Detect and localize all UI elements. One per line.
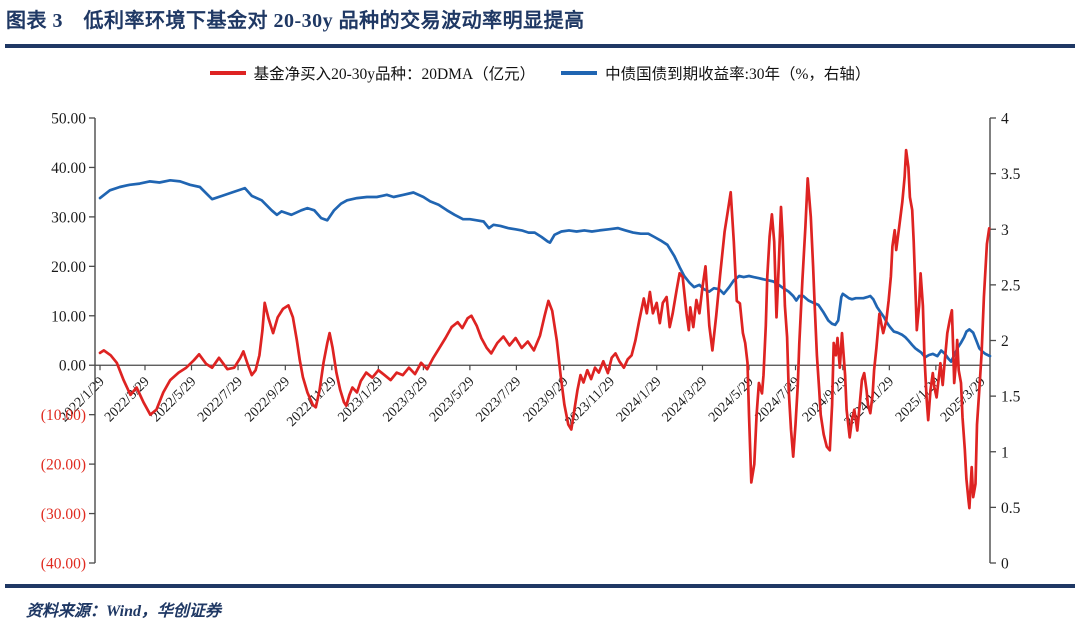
series-line-cgb-yield [98, 178, 992, 363]
right-tick-label: 1.5 [1001, 389, 1021, 406]
right-tick-label: 2 [1001, 333, 1009, 350]
x-tick-label: 2022/3/29 [102, 374, 153, 425]
left-tick-label: 40.00 [51, 160, 86, 177]
left-tick-label: (30.00) [41, 506, 86, 523]
chart-area: 2022/1/29 2022/3/29 2022/5/29 2022/7/29 2022… [0, 55, 1080, 580]
x-tick-label: 2024/3/29 [660, 374, 711, 425]
x-tick-label: 2025/1/29 [893, 374, 944, 425]
left-tick-label: (40.00) [41, 556, 86, 573]
right-tick-label: 3.5 [1001, 166, 1021, 183]
title-divider [5, 44, 1075, 48]
bottom-divider [5, 584, 1075, 588]
x-tick-label: 2024/1/29 [614, 374, 665, 425]
left-tick-label: (10.00) [41, 407, 86, 424]
source-note: 资料来源：Wind，华创证券 [26, 603, 221, 620]
x-tick-label: 2023/11/29 [563, 374, 618, 429]
x-tick-label: 2022/7/29 [195, 374, 246, 425]
x-tick-label: 2023/5/29 [427, 374, 478, 425]
left-tick-label: 30.00 [51, 209, 86, 226]
left-tick-label: 0.00 [59, 358, 86, 375]
left-tick-label: 20.00 [51, 259, 86, 276]
right-tick-label: 0.5 [1001, 500, 1021, 517]
right-tick-label: 0 [1001, 556, 1009, 573]
x-tick-label: 2023/3/29 [380, 374, 431, 425]
right-tick-label: 3 [1001, 222, 1009, 239]
dual-axis-line-chart: 2022/1/292022/3/292022/5/292022/7/292022… [41, 111, 1021, 573]
x-tick-label: 2024/11/29 [842, 374, 897, 429]
left-tick-label: 50.00 [51, 111, 86, 128]
series-line-fund-net-buy [98, 148, 991, 510]
right-tick-label: 1 [1001, 444, 1009, 461]
figure-title: 图表 3 低利率环境下基金对 20-30y 品种的交易波动率明显提高 [6, 10, 585, 32]
right-tick-label: 2.5 [1001, 277, 1021, 294]
left-tick-label: 10.00 [51, 308, 86, 325]
right-tick-label: 4 [1001, 111, 1009, 128]
x-tick-label: 2023/7/29 [473, 374, 524, 425]
x-tick-label: 2022/5/29 [149, 374, 200, 425]
left-tick-label: (20.00) [41, 457, 86, 474]
